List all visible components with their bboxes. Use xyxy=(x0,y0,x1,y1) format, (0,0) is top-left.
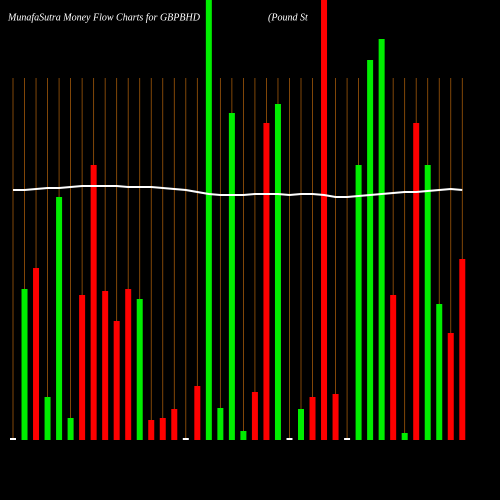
bar xyxy=(436,304,443,440)
bar xyxy=(240,431,247,440)
bar xyxy=(44,397,51,440)
bar xyxy=(413,123,420,440)
bar xyxy=(332,394,339,440)
bar xyxy=(367,60,374,440)
bar xyxy=(355,165,362,440)
bar xyxy=(102,291,109,440)
bar xyxy=(113,321,120,440)
bar xyxy=(401,433,408,440)
bar xyxy=(205,0,212,440)
bar xyxy=(217,408,224,440)
bar xyxy=(378,39,385,440)
chart-title: MunafaSutra Money Flow Charts for GBPBHD xyxy=(7,12,201,23)
bar xyxy=(321,0,328,440)
bar xyxy=(67,418,74,440)
bar xyxy=(194,386,201,440)
bar xyxy=(136,299,143,440)
bar xyxy=(56,197,63,440)
bar xyxy=(182,438,189,440)
bar xyxy=(447,333,454,440)
bar xyxy=(274,104,281,440)
chart-subtitle: (Pound St xyxy=(268,12,308,23)
bar xyxy=(33,268,40,440)
money-flow-line xyxy=(13,185,463,198)
bar xyxy=(390,295,397,440)
bar xyxy=(148,420,155,440)
bar xyxy=(309,397,316,440)
bar xyxy=(459,259,466,440)
bar xyxy=(79,295,86,440)
bar xyxy=(228,113,235,440)
bar xyxy=(263,123,270,440)
bar xyxy=(10,438,16,440)
bar xyxy=(344,438,351,440)
bar xyxy=(125,289,132,440)
bar xyxy=(90,165,97,440)
bar xyxy=(159,418,166,440)
bar xyxy=(251,392,258,440)
bar xyxy=(171,409,178,440)
bar xyxy=(298,409,304,440)
bar xyxy=(424,165,431,440)
bar xyxy=(286,438,293,440)
bar xyxy=(21,289,28,440)
